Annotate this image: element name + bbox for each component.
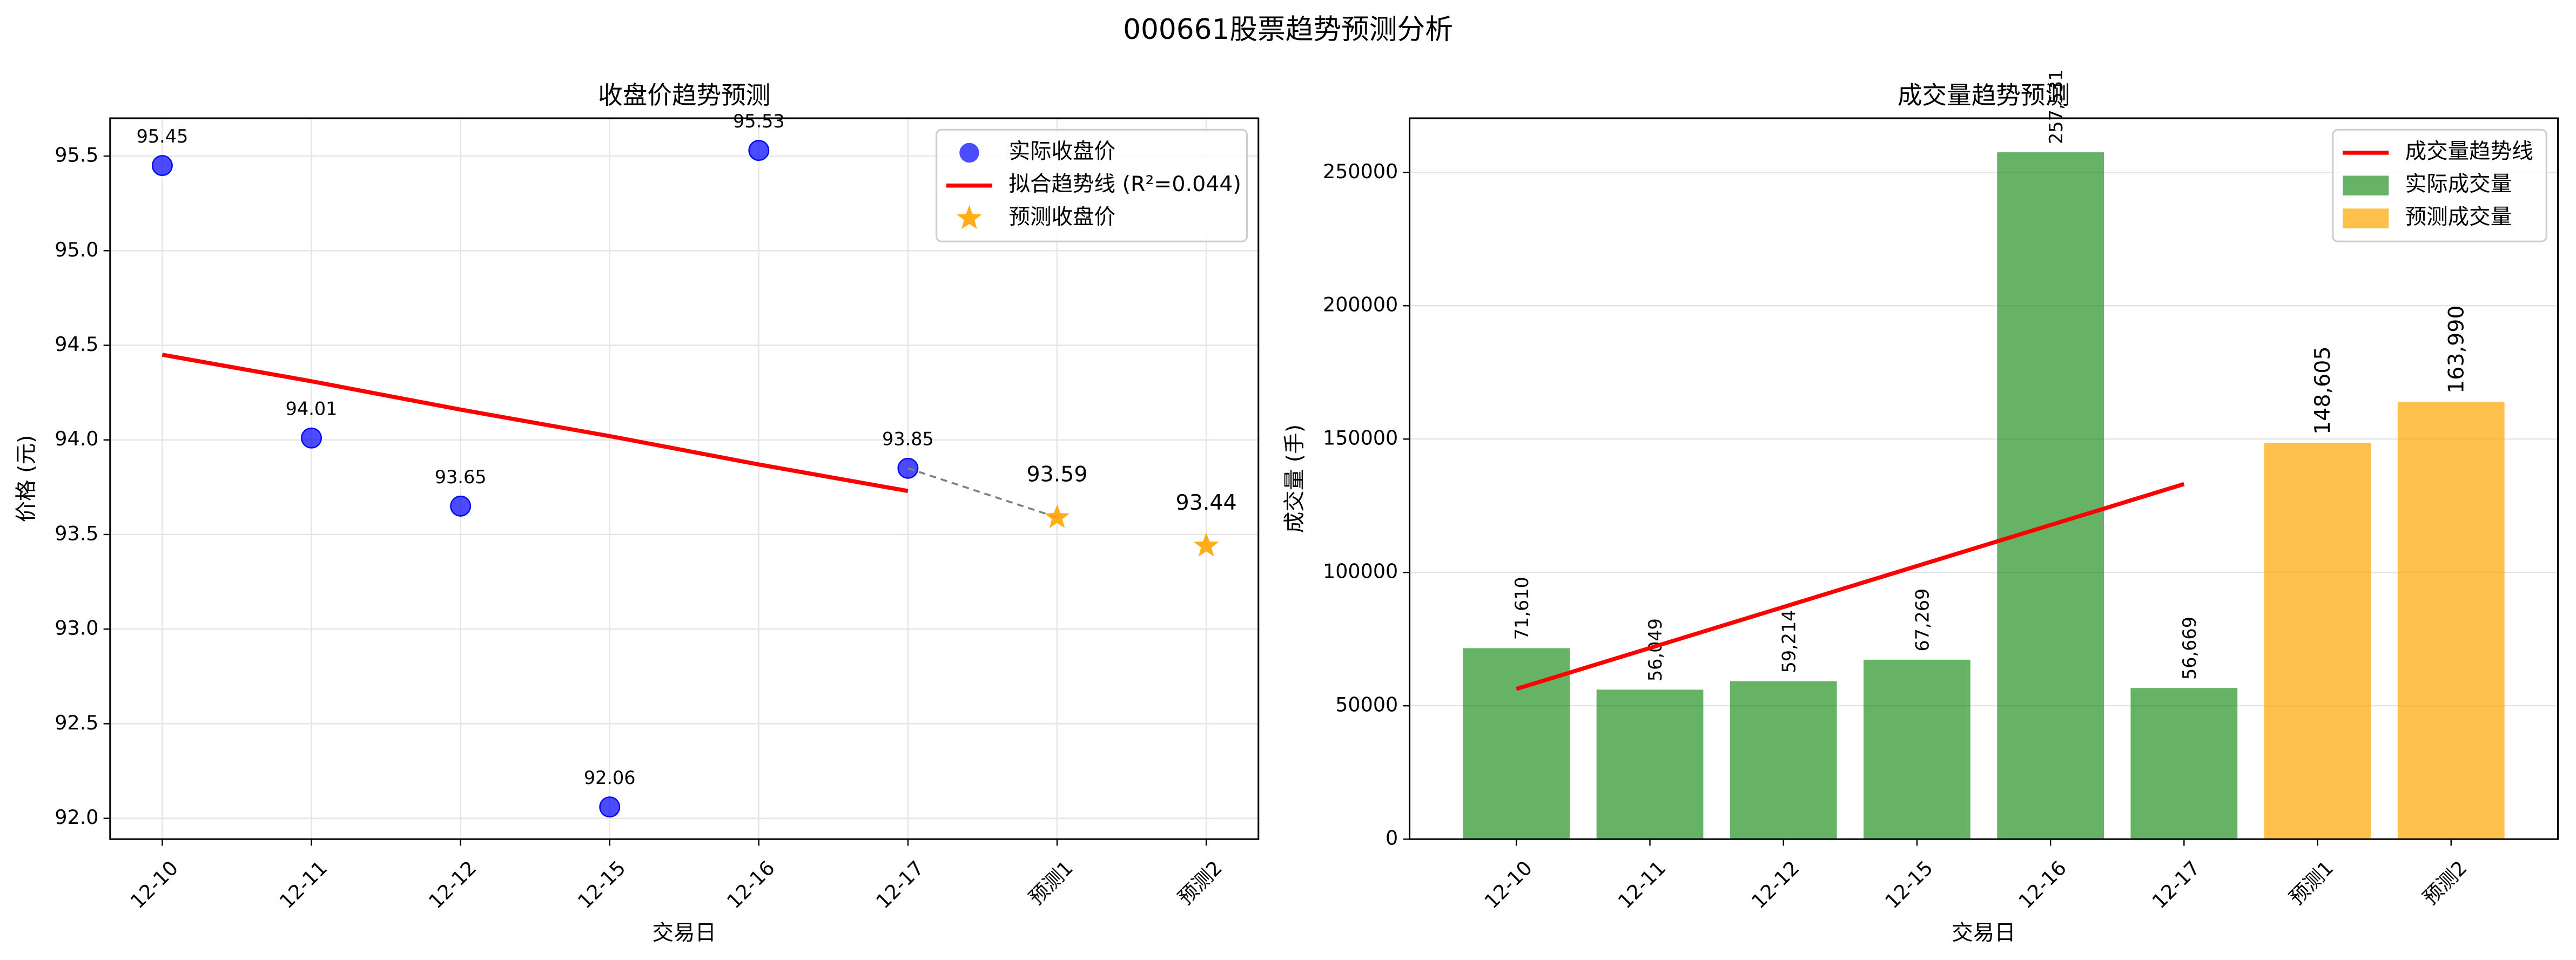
data-label: 95.45 <box>137 126 189 147</box>
point <box>450 495 472 517</box>
data-label: 92.06 <box>584 767 636 788</box>
y-tick-label: 93.0 <box>55 617 98 640</box>
bar <box>1864 659 1970 840</box>
y-tick-label: 93.5 <box>55 522 98 545</box>
legend-label: 实际成交量 <box>2405 172 2512 197</box>
point <box>599 796 621 818</box>
x-axis-title: 交易日 <box>653 921 717 945</box>
y-tick-label: 92.0 <box>55 806 98 829</box>
point <box>1044 504 1070 529</box>
data-label: 94.01 <box>286 398 338 420</box>
bar <box>2264 443 2371 840</box>
legend-label: 拟合趋势线 (R²=0.044) <box>1008 172 1241 197</box>
y-tick-label: 94.5 <box>55 333 98 356</box>
plot-frame <box>1409 117 2559 840</box>
y-tick-label: 94.0 <box>55 427 98 450</box>
legend-box <box>936 129 1248 242</box>
y-tick-label: 250000 <box>1323 160 1398 183</box>
legend-key <box>2343 208 2389 228</box>
data-label: 257,531 <box>2046 70 2067 144</box>
y-axis-title: 价格 (元) <box>14 435 39 523</box>
point <box>748 140 770 161</box>
trend-line <box>162 353 909 493</box>
data-label: 93.65 <box>435 467 487 488</box>
forecast-link <box>907 467 1058 519</box>
data-label: 93.85 <box>882 429 934 450</box>
legend-key <box>957 205 982 229</box>
legend-key <box>2343 175 2389 195</box>
legend-label: 成交量趋势线 <box>2405 139 2533 164</box>
point <box>301 427 322 449</box>
point <box>151 155 173 177</box>
data-label: 93.44 <box>1176 490 1237 515</box>
data-label: 59,214 <box>1778 610 1799 673</box>
y-tick-label: 200000 <box>1323 293 1398 316</box>
data-label: 67,269 <box>1912 589 1933 652</box>
chart-title: 成交量趋势预测 <box>1898 81 2070 110</box>
bar <box>1730 681 1837 840</box>
data-label: 95.53 <box>733 111 785 132</box>
legend-label: 实际收盘价 <box>1008 139 1115 164</box>
trend-line <box>1516 482 2185 691</box>
y-tick-label: 95.5 <box>55 144 98 167</box>
y-axis-title: 成交量 (手) <box>1282 424 1307 533</box>
data-label: 71,610 <box>1511 577 1532 640</box>
data-label: 93.59 <box>1026 462 1087 486</box>
plot-frame <box>109 117 1260 840</box>
bar <box>1596 689 1704 840</box>
y-tick-label: 50000 <box>1335 693 1398 716</box>
point <box>1193 532 1219 557</box>
figure-title: 000661股票趋势预测分析 <box>1123 13 1453 46</box>
y-tick-label: 92.5 <box>55 711 98 734</box>
legend-label: 预测成交量 <box>2405 205 2512 229</box>
x-axis-title: 交易日 <box>1952 921 2016 945</box>
data-label: 148,605 <box>2310 346 2335 434</box>
bar <box>2397 402 2505 840</box>
data-label: 56,669 <box>2179 617 2200 680</box>
data-label: 163,990 <box>2444 305 2469 393</box>
y-tick-label: 150000 <box>1323 427 1398 450</box>
chart-title: 收盘价趋势预测 <box>598 81 770 110</box>
y-tick-label: 95.0 <box>55 238 98 261</box>
y-tick-label: 0 <box>1385 827 1398 850</box>
bar <box>2130 688 2238 840</box>
legend-label: 预测收盘价 <box>1008 205 1115 229</box>
bar <box>1997 152 2104 840</box>
y-tick-label: 100000 <box>1323 560 1398 583</box>
legend-key <box>959 143 979 163</box>
